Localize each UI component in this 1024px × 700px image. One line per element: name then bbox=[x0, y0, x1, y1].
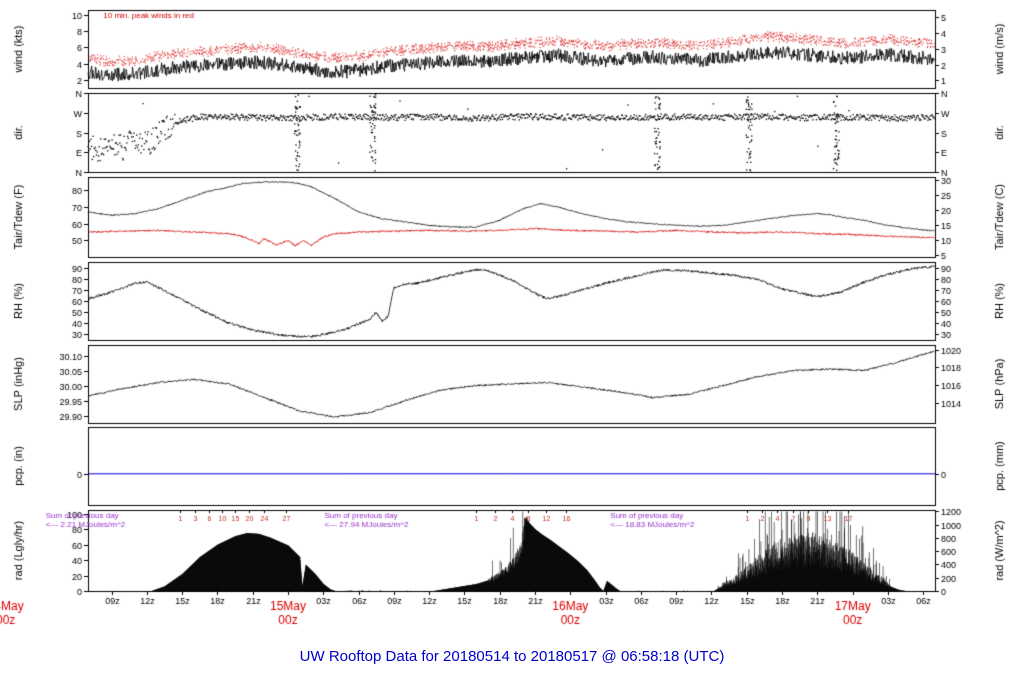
chart-title: UW Rooftop Data for 20180514 to 20180517… bbox=[299, 648, 725, 665]
meteogram-canvas bbox=[0, 0, 1024, 634]
